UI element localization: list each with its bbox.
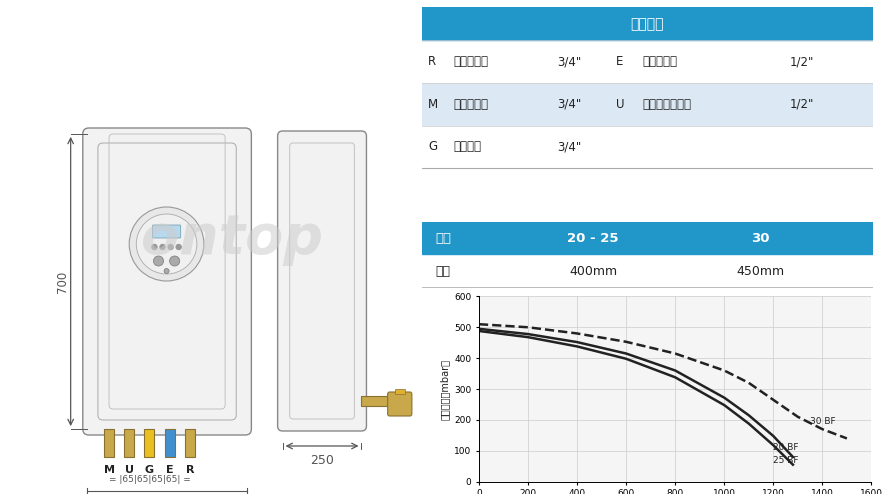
Text: 生活热水出水口: 生活热水出水口 bbox=[643, 98, 691, 111]
FancyBboxPatch shape bbox=[153, 225, 181, 238]
Bar bbox=[422, 7, 873, 41]
Bar bbox=[362, 396, 392, 406]
Text: 自来水接口: 自来水接口 bbox=[643, 55, 678, 68]
Circle shape bbox=[137, 214, 197, 274]
Text: 燃气接口: 燃气接口 bbox=[453, 140, 482, 153]
Text: 25 BF: 25 BF bbox=[774, 456, 799, 465]
Text: 3/4": 3/4" bbox=[557, 55, 581, 68]
Circle shape bbox=[164, 269, 169, 274]
Bar bbox=[422, 41, 873, 83]
FancyBboxPatch shape bbox=[388, 392, 412, 416]
Text: R: R bbox=[429, 55, 437, 68]
Circle shape bbox=[130, 207, 204, 281]
Circle shape bbox=[153, 256, 163, 266]
Bar bbox=[145, 429, 154, 457]
Text: 管路连接: 管路连接 bbox=[631, 17, 664, 31]
Text: M: M bbox=[103, 465, 115, 475]
Text: 400mm: 400mm bbox=[569, 265, 617, 278]
Text: E: E bbox=[166, 465, 174, 475]
Text: 450mm: 450mm bbox=[736, 265, 784, 278]
Text: 1/2": 1/2" bbox=[790, 98, 814, 111]
Circle shape bbox=[160, 245, 165, 249]
Text: 供暖回水口: 供暖回水口 bbox=[453, 55, 489, 68]
Text: ontop: ontop bbox=[141, 212, 323, 266]
Bar bbox=[104, 429, 114, 457]
Text: = |65|65|65|65| =: = |65|65|65|65| = bbox=[108, 475, 191, 484]
Text: M: M bbox=[429, 98, 438, 111]
Text: U: U bbox=[616, 98, 624, 111]
Bar bbox=[422, 222, 873, 254]
Text: R: R bbox=[185, 465, 194, 475]
Text: G: G bbox=[145, 465, 154, 475]
Circle shape bbox=[169, 256, 180, 266]
Circle shape bbox=[176, 245, 181, 249]
Bar bbox=[165, 429, 175, 457]
Text: 3/4": 3/4" bbox=[557, 140, 581, 153]
Text: 30 BF: 30 BF bbox=[810, 417, 836, 426]
Text: 3/4": 3/4" bbox=[557, 98, 581, 111]
Text: 1/2": 1/2" bbox=[790, 55, 814, 68]
Text: 20 - 25: 20 - 25 bbox=[567, 232, 619, 245]
Text: 30: 30 bbox=[751, 232, 769, 245]
Text: 700: 700 bbox=[56, 271, 69, 293]
Bar bbox=[422, 125, 873, 168]
Circle shape bbox=[168, 245, 173, 249]
Bar bbox=[395, 389, 405, 394]
Circle shape bbox=[152, 245, 157, 249]
Y-axis label: 出口压力（mbar）: 出口压力（mbar） bbox=[440, 359, 450, 419]
Text: 250: 250 bbox=[310, 454, 334, 467]
Text: 供暖出水口: 供暖出水口 bbox=[453, 98, 489, 111]
FancyBboxPatch shape bbox=[278, 131, 366, 431]
Text: G: G bbox=[429, 140, 437, 153]
Text: 宽度: 宽度 bbox=[435, 265, 450, 278]
FancyBboxPatch shape bbox=[83, 128, 251, 435]
Bar bbox=[124, 429, 134, 457]
Text: E: E bbox=[616, 55, 624, 68]
Bar bbox=[422, 83, 873, 125]
Text: 尺寸: 尺寸 bbox=[435, 232, 452, 245]
Text: U: U bbox=[124, 465, 134, 475]
Bar bbox=[184, 429, 195, 457]
Text: 20 BF: 20 BF bbox=[774, 443, 799, 452]
